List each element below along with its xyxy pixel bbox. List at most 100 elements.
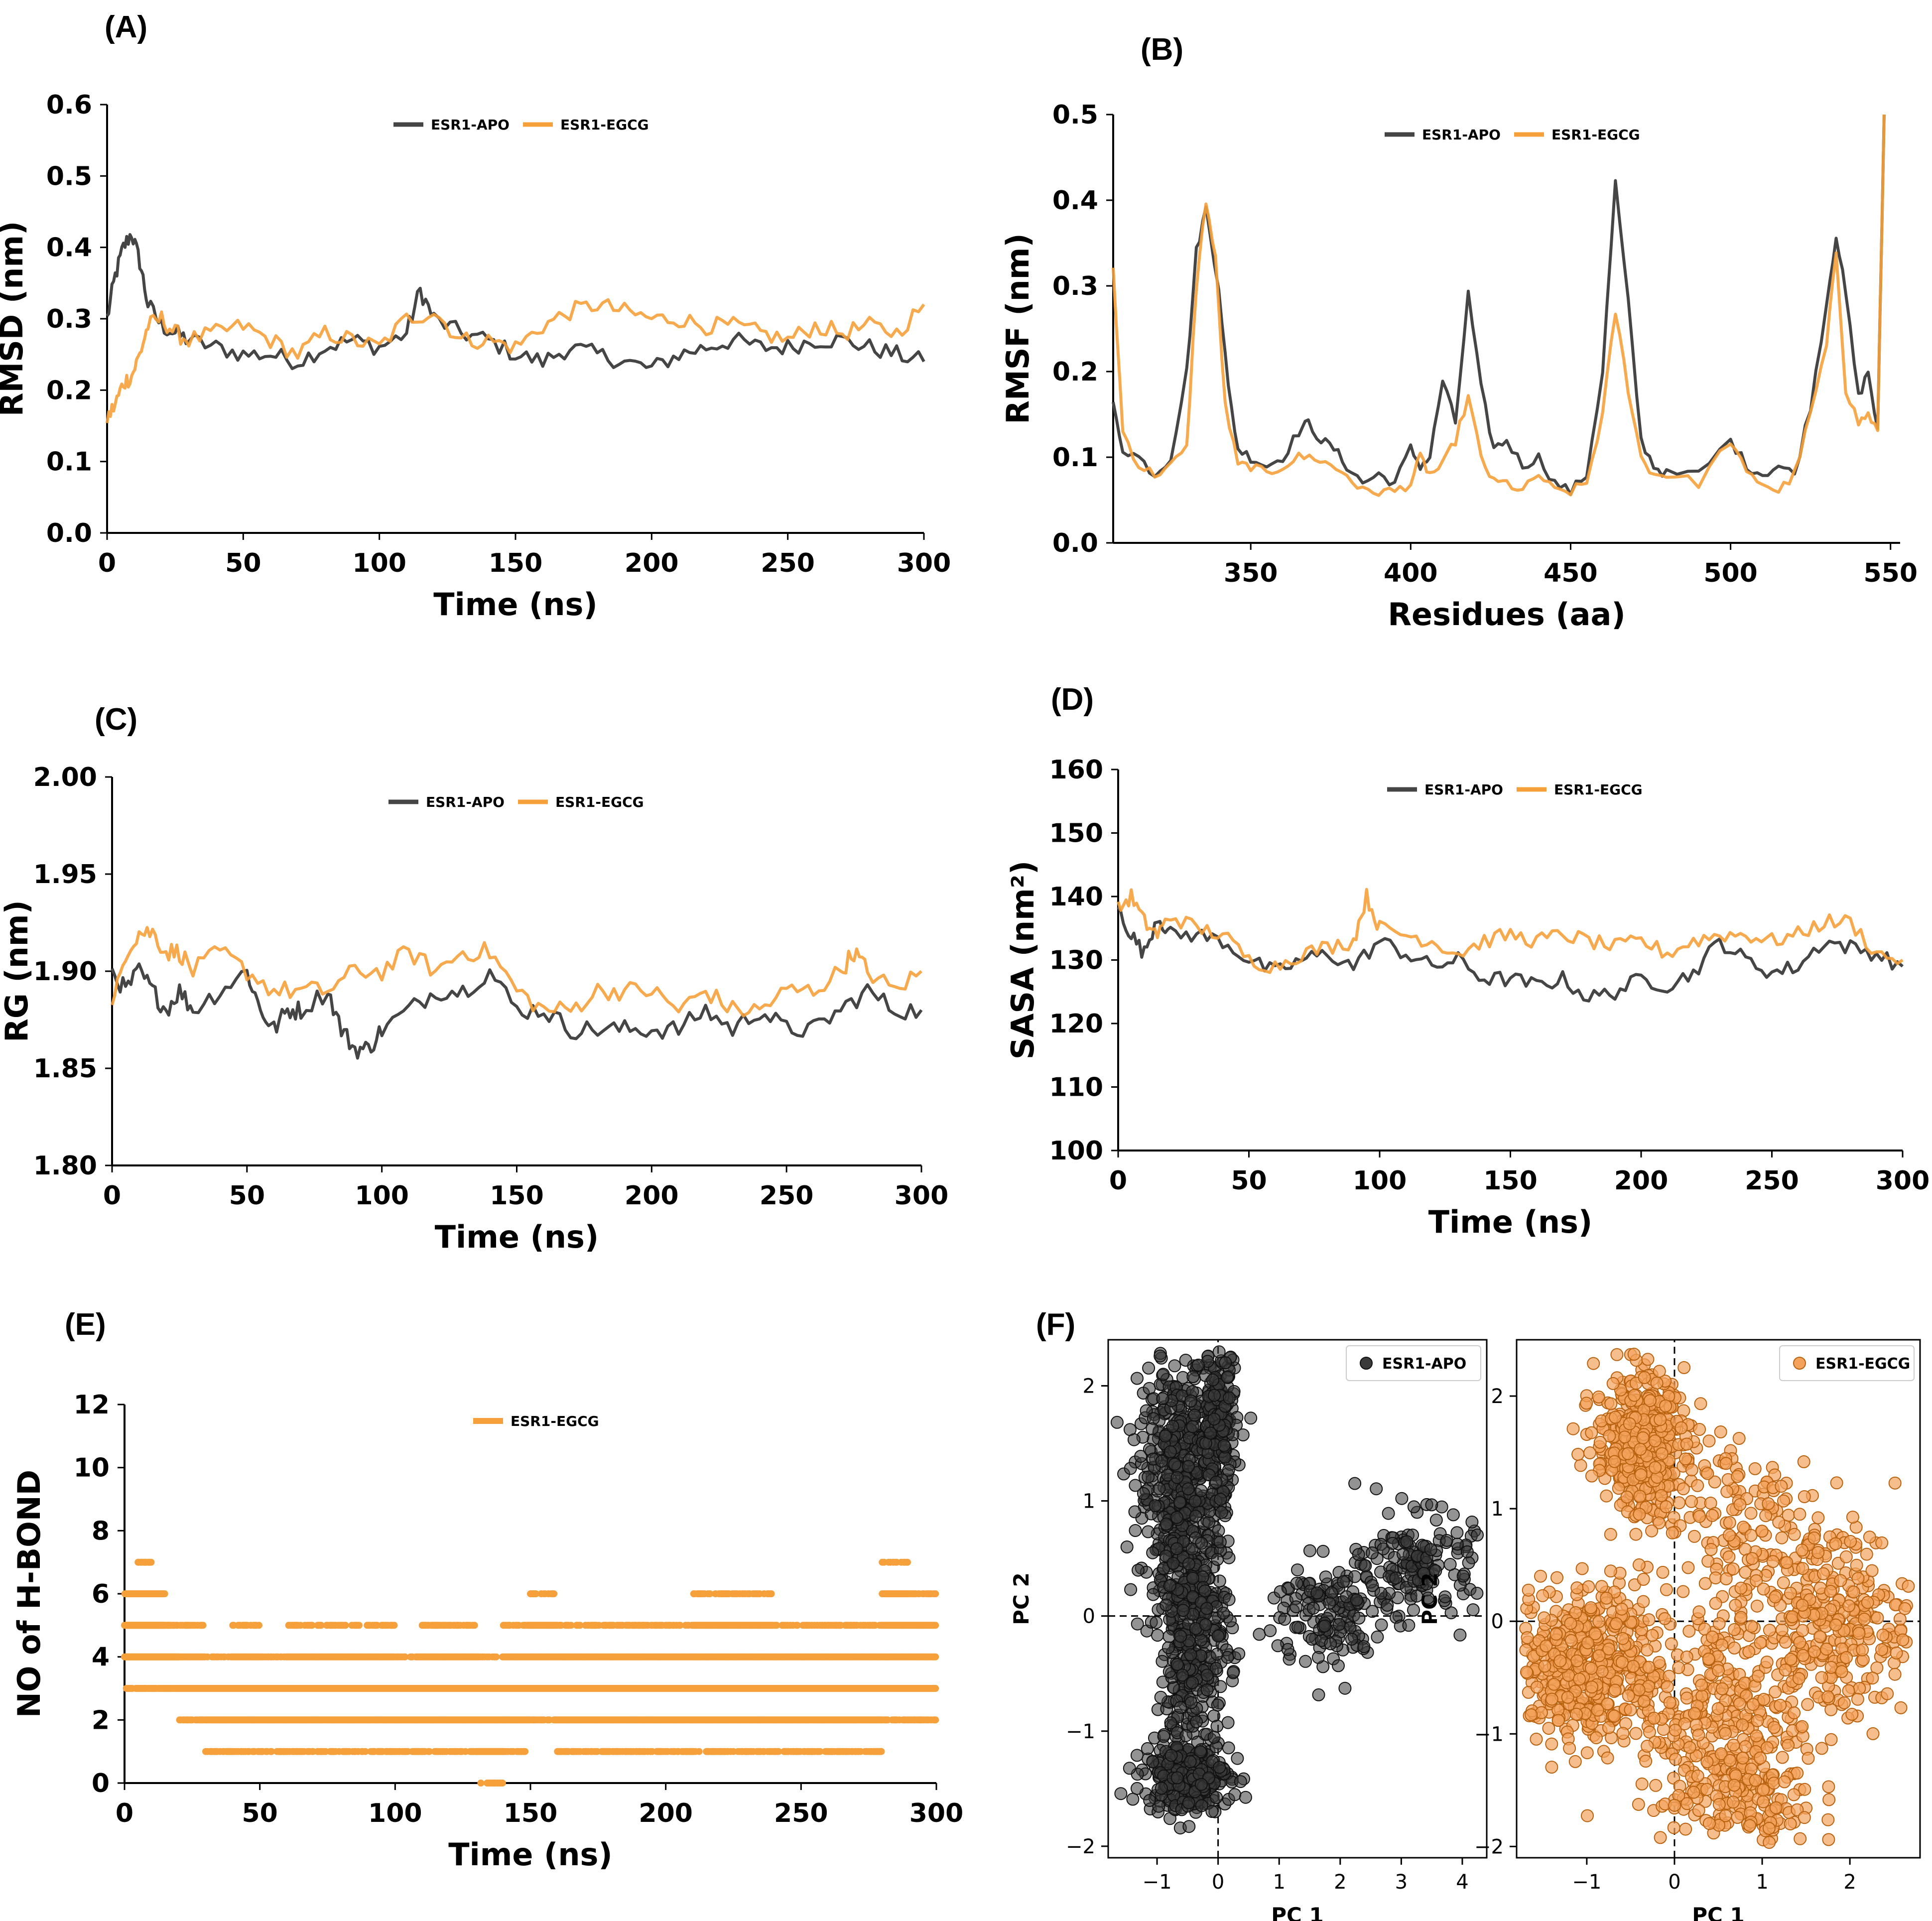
x-tick-label: 250 — [761, 548, 815, 578]
legend-label: ESR1-APO — [426, 794, 505, 810]
panel-label: (D) — [1051, 682, 1094, 717]
y-tick-label: 10 — [74, 1453, 110, 1483]
pca-point — [1188, 1409, 1201, 1422]
hbond-point — [390, 1622, 398, 1629]
x-axis-title: Time (ns) — [433, 586, 598, 623]
pca-point — [1217, 1439, 1231, 1452]
hbond-point — [401, 1653, 409, 1661]
y-tick-label: 0.2 — [46, 376, 92, 405]
pca-point — [1168, 1359, 1181, 1373]
pca-point — [1204, 1426, 1217, 1440]
series-line-esr1-egcg — [106, 298, 925, 423]
panel-label: (E) — [65, 1307, 106, 1342]
pca-point — [1170, 1471, 1184, 1484]
pca-point — [1222, 1593, 1236, 1606]
pca-point — [1168, 1457, 1181, 1471]
pca-point — [1159, 1429, 1172, 1443]
series-line-esr1-egcg — [111, 926, 922, 1018]
x-tick-label: 50 — [242, 1798, 277, 1828]
x-tick-label: 0 — [1212, 1871, 1224, 1894]
pca-point — [1244, 1411, 1258, 1425]
pca-point — [1253, 1628, 1266, 1641]
legend-label: ESR1-EGCG — [511, 1413, 599, 1429]
pca-point — [1219, 1356, 1232, 1370]
y-tick-label: 130 — [1049, 946, 1103, 976]
y-tick-label: 0.1 — [1052, 443, 1098, 473]
x-tick-label: 150 — [504, 1798, 558, 1828]
x-tick-label: 1 — [1273, 1871, 1285, 1894]
hbond-point — [932, 1716, 939, 1724]
legend-label: ESR1-APO — [431, 117, 510, 133]
y-tick-label: 0 — [92, 1769, 110, 1798]
x-tick-label: 0 — [103, 1181, 121, 1211]
y-tick-label: 0.1 — [46, 447, 92, 477]
y-tick-label: 120 — [1049, 1009, 1103, 1039]
panel-b: (B)350 400 450 500 5500.00.10.20.30.40.5Resi… — [1000, 32, 1918, 633]
pca-point — [1191, 1358, 1205, 1372]
y-tick-label: 0 — [1083, 1605, 1095, 1628]
y-tick-label: 2 — [1083, 1375, 1095, 1398]
pca-point — [1161, 1641, 1175, 1655]
pca-point — [1188, 1495, 1202, 1508]
y-axis-title: PC 2 — [1009, 1572, 1033, 1625]
pca-point — [1142, 1361, 1156, 1375]
pca-point — [1156, 1655, 1169, 1668]
x-axis-title: Time (ns) — [448, 1836, 613, 1873]
hbond-point — [932, 1590, 939, 1597]
y-tick-label: 2 — [92, 1705, 110, 1735]
pca-point — [1146, 1546, 1159, 1559]
x-tick-label: 150 — [1483, 1166, 1538, 1196]
y-tick-label: 1 — [1083, 1490, 1095, 1513]
pca-point — [1142, 1470, 1155, 1484]
pca-point — [1162, 1630, 1176, 1643]
hbond-point — [499, 1780, 506, 1787]
y-tick-label: 0.5 — [1052, 100, 1098, 130]
hbond-points — [121, 1558, 939, 1787]
hbond-point — [521, 1748, 529, 1755]
pca-point — [1217, 1606, 1230, 1620]
x-tick-label: 500 — [1703, 558, 1758, 588]
x-axis-title: Residues (aa) — [1388, 596, 1625, 633]
x-tick-label: 3 — [1395, 1871, 1408, 1894]
y-tick-label: 0.3 — [1052, 271, 1098, 301]
x-axis-title: Time (ns) — [435, 1219, 599, 1255]
pca-point — [1155, 1454, 1168, 1468]
pca-point — [1209, 1475, 1223, 1489]
y-tick-label: 1.85 — [33, 1054, 97, 1084]
legend-label: ESR1-EGCG — [1551, 127, 1640, 143]
pca-point — [1134, 1450, 1148, 1463]
pca-point — [1146, 1422, 1159, 1435]
x-tick-label: 200 — [625, 548, 679, 578]
x-tick-label: 400 — [1384, 558, 1438, 588]
pca-point — [1210, 1719, 1224, 1733]
legend-label: ESR1-APO — [1422, 127, 1501, 143]
x-tick-label: 100 — [352, 548, 406, 578]
y-axis-title: RMSF (nm) — [1000, 233, 1036, 424]
x-tick-label: 550 — [1863, 558, 1918, 588]
pca-point — [1212, 1524, 1225, 1537]
x-tick-label: −1 — [1143, 1871, 1172, 1894]
y-tick-label: 1.80 — [33, 1151, 97, 1181]
hbond-point — [342, 1622, 349, 1629]
y-tick-label: −1 — [1066, 1720, 1095, 1743]
pca-point — [1173, 1496, 1186, 1509]
x-tick-label: 300 — [1876, 1166, 1930, 1196]
hbond-point — [147, 1558, 155, 1566]
pca-point — [1128, 1505, 1142, 1519]
x-tick-label: 50 — [229, 1181, 265, 1211]
x-tick-label: 0 — [1109, 1166, 1127, 1196]
y-tick-label: 0.0 — [1052, 528, 1098, 558]
panel-label: (A) — [105, 10, 147, 44]
y-axis-title: SASA (nm²) — [1005, 861, 1041, 1059]
pca-point — [1231, 1752, 1244, 1765]
hbond-point — [932, 1685, 939, 1692]
y-axis-title: RMSD (nm) — [0, 221, 30, 417]
hbond-point — [199, 1622, 207, 1629]
y-tick-label: 4 — [92, 1643, 110, 1672]
hbond-point — [932, 1653, 939, 1661]
legend-label: ESR1-EGCG — [560, 117, 649, 133]
pca-point — [1212, 1345, 1226, 1359]
pca-point — [1154, 1349, 1167, 1363]
hbond-point — [768, 1590, 775, 1597]
